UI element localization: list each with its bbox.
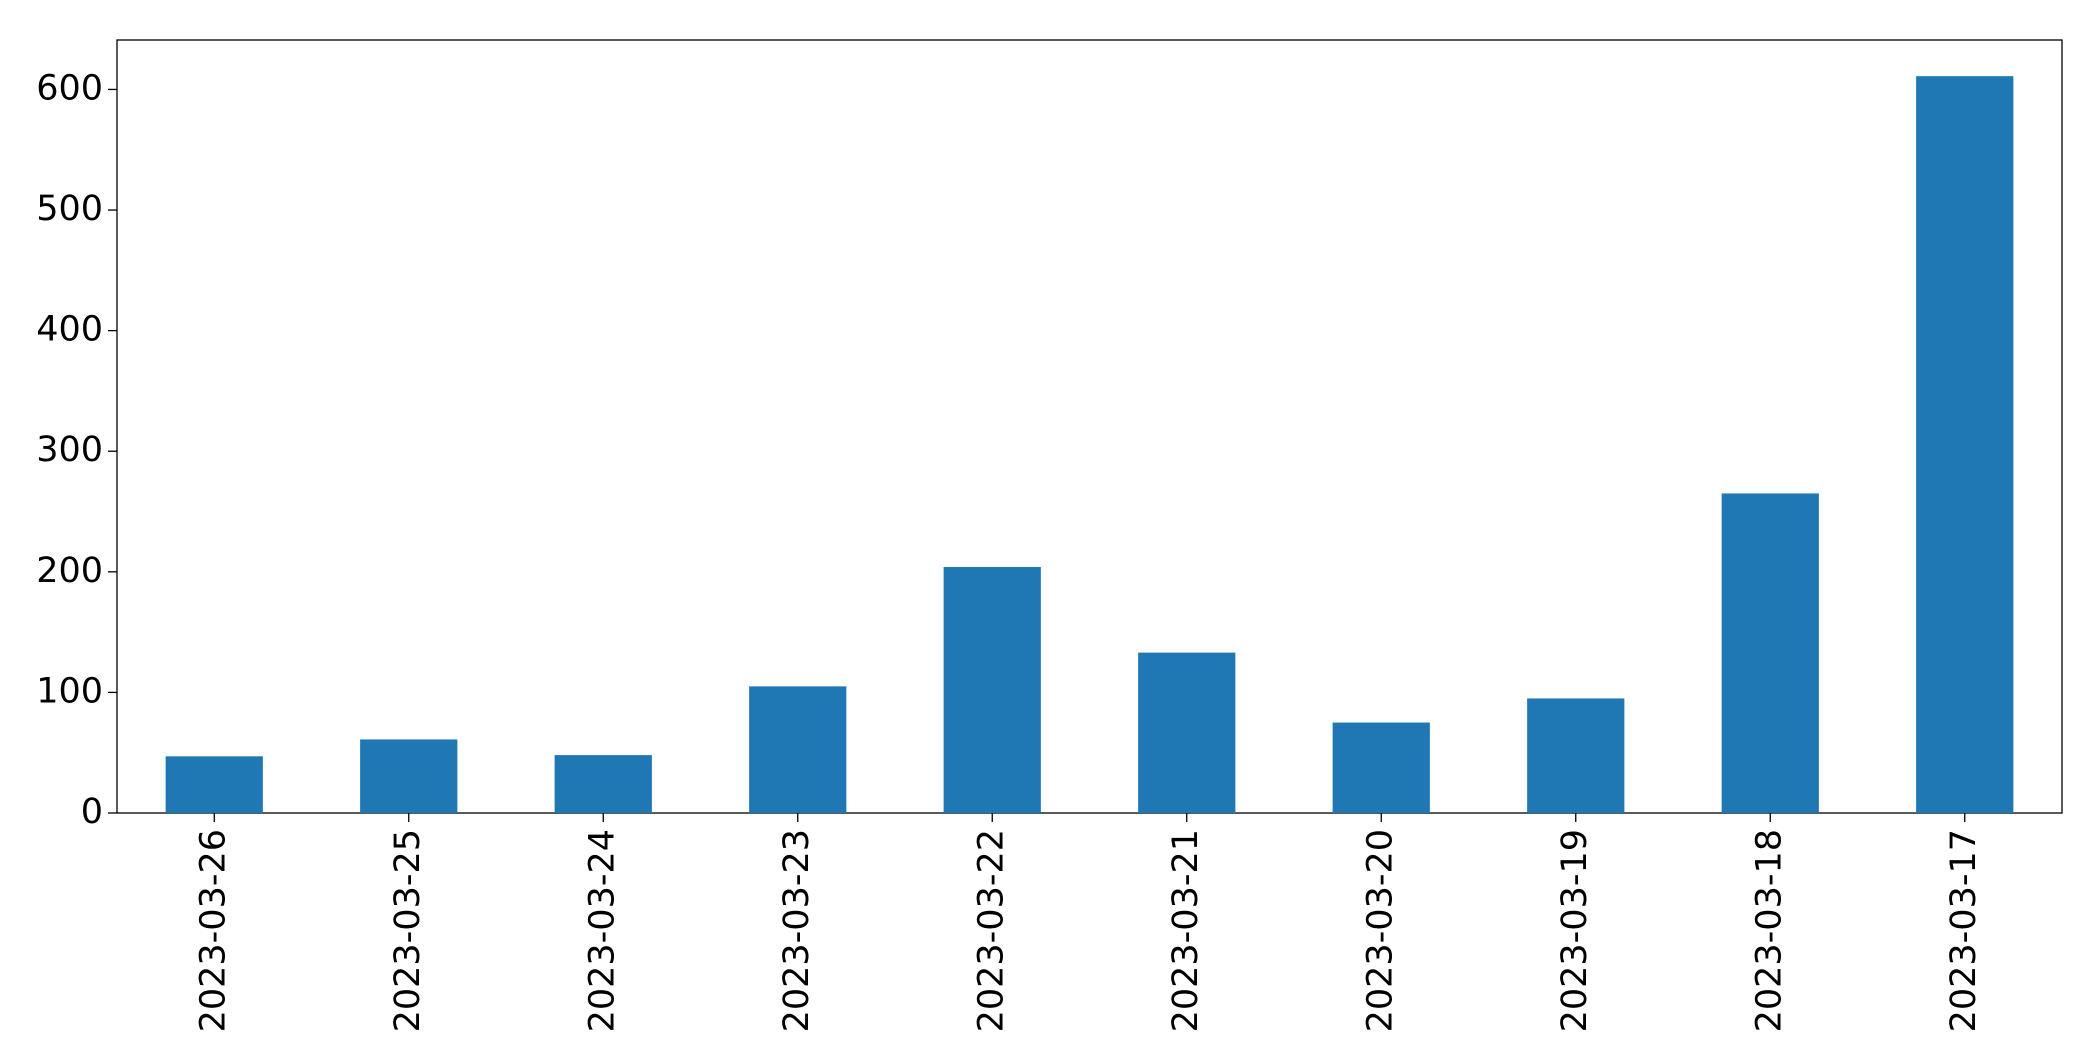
x-tick-label: 2023-03-19 <box>1555 829 1595 1032</box>
y-tick-label: 600 <box>36 68 103 108</box>
bar <box>1721 493 1819 813</box>
bar <box>1138 652 1236 813</box>
bar <box>1527 698 1625 813</box>
x-tick-label: 2023-03-22 <box>971 829 1011 1032</box>
x-tick-label: 2023-03-17 <box>1944 829 1984 1032</box>
bar <box>165 756 263 813</box>
x-tick-label: 2023-03-18 <box>1749 829 1789 1032</box>
bar <box>360 739 458 813</box>
bar <box>554 755 652 813</box>
bar <box>943 566 1041 813</box>
y-tick-label: 200 <box>36 551 103 591</box>
y-tick-label: 500 <box>36 189 103 229</box>
x-tick-label: 2023-03-25 <box>388 829 428 1032</box>
bar <box>749 686 847 813</box>
x-tick-label: 2023-03-24 <box>582 829 622 1032</box>
bar <box>1332 722 1430 813</box>
y-tick-label: 400 <box>36 310 103 350</box>
x-tick-label: 2023-03-21 <box>1166 829 1206 1032</box>
x-tick-label: 2023-03-26 <box>193 829 233 1032</box>
y-tick-label: 100 <box>36 671 103 711</box>
plot-frame <box>116 39 2063 814</box>
y-tick-label: 300 <box>36 430 103 470</box>
x-tick-label: 2023-03-23 <box>777 829 817 1032</box>
x-tick-label: 2023-03-20 <box>1360 829 1400 1032</box>
y-tick-label: 0 <box>81 792 103 832</box>
bar <box>1916 76 2014 813</box>
